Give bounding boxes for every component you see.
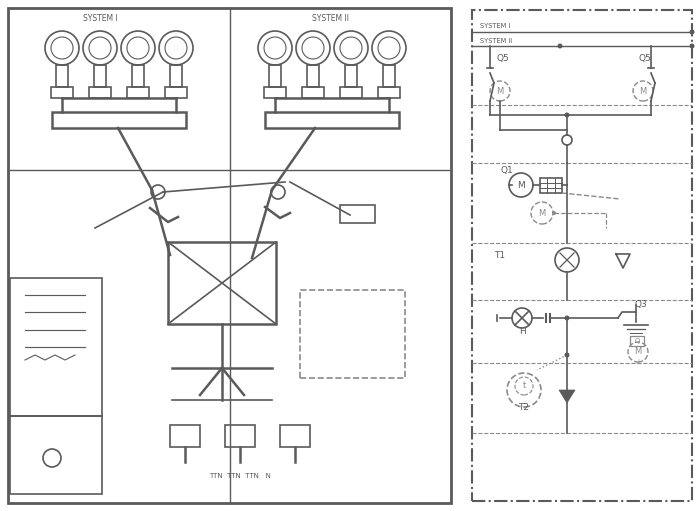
Text: TTN  TTN  TTN   N: TTN TTN TTN N	[209, 473, 271, 479]
Bar	[630, 336, 644, 346]
Bar	[168, 242, 276, 324]
Text: M: M	[496, 86, 503, 96]
Bar	[340, 87, 362, 98]
Bar	[264, 87, 286, 98]
Circle shape	[564, 112, 570, 118]
Bar	[340, 205, 375, 223]
Bar	[170, 65, 182, 87]
Text: T1: T1	[494, 251, 505, 261]
Bar	[302, 87, 324, 98]
Bar	[300, 290, 405, 378]
Polygon shape	[559, 390, 575, 403]
Bar	[51, 87, 73, 98]
Bar	[127, 87, 149, 98]
Bar	[132, 65, 144, 87]
Text: SYSTEM II: SYSTEM II	[312, 13, 349, 22]
Bar	[170, 425, 200, 447]
Text: SYSTEM I: SYSTEM I	[83, 13, 118, 22]
Text: Q1: Q1	[500, 166, 513, 174]
Text: Q: Q	[634, 338, 640, 344]
Circle shape	[564, 353, 570, 358]
Text: H: H	[519, 328, 526, 337]
Circle shape	[557, 43, 563, 49]
Bar	[52, 112, 186, 128]
Circle shape	[564, 315, 570, 320]
Bar	[56, 65, 68, 87]
Circle shape	[552, 211, 556, 215]
Text: Q5: Q5	[496, 54, 510, 62]
Text: SYSTEM I: SYSTEM I	[480, 23, 510, 29]
Text: M: M	[538, 208, 545, 218]
Bar	[540, 178, 562, 193]
Text: t: t	[522, 382, 526, 390]
Bar	[472, 10, 692, 501]
Bar	[345, 65, 357, 87]
Bar	[10, 416, 102, 494]
Bar	[89, 87, 111, 98]
Circle shape	[690, 43, 694, 49]
Text: Q3: Q3	[635, 300, 648, 310]
Text: M: M	[639, 86, 647, 96]
Text: M: M	[517, 180, 525, 190]
Text: Q5: Q5	[638, 54, 652, 62]
Bar	[10, 278, 102, 416]
Bar	[165, 87, 187, 98]
Text: SYSTEM II: SYSTEM II	[480, 38, 512, 44]
Bar	[225, 425, 255, 447]
Bar	[94, 65, 106, 87]
Bar	[8, 8, 451, 503]
Text: M: M	[634, 347, 642, 357]
Bar	[265, 112, 399, 128]
Bar	[269, 65, 281, 87]
Circle shape	[690, 30, 694, 35]
Bar	[307, 65, 319, 87]
Text: T2: T2	[519, 404, 529, 412]
Bar	[378, 87, 400, 98]
Bar	[280, 425, 310, 447]
Text: ⊥: ⊥	[635, 359, 641, 365]
Bar	[383, 65, 395, 87]
